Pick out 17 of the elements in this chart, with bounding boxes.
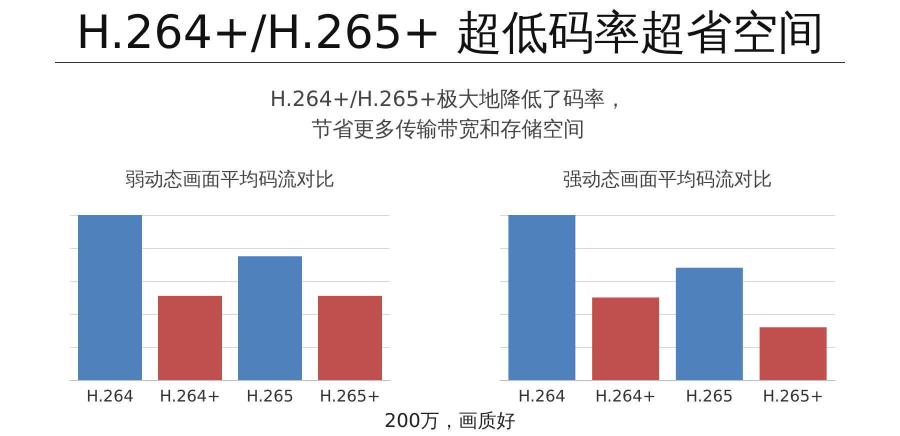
x-tick-label: H.264 [518, 386, 566, 406]
bar [760, 327, 827, 380]
text: 200万，画质好 [383, 409, 517, 434]
bar [676, 268, 743, 380]
bar [508, 215, 576, 380]
x-tick-label: H.264 [86, 386, 134, 406]
text: H.264+/H.265+ 超低码率超省空间 [75, 4, 825, 61]
x-tick-label: H.264+ [595, 386, 656, 406]
x-tick-label: H.265+ [762, 386, 824, 406]
bar [592, 298, 660, 380]
chart-title: 弱动态画面平均码流对比 [126, 168, 334, 190]
text: H.264+/H.265+极大地降低了码率，节省更多传输带宽和存储空间 [269, 86, 627, 143]
chart-title: 强动态画面平均码流对比 [563, 168, 772, 190]
x-tick-label: H.265 [246, 386, 294, 406]
x-tick-label: H.264+ [160, 386, 220, 406]
x-tick-label: H.265+ [320, 386, 380, 406]
x-tick-label: H.265 [686, 386, 734, 406]
